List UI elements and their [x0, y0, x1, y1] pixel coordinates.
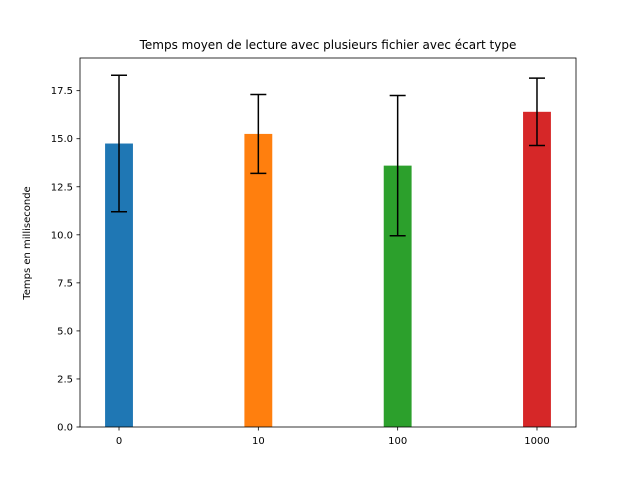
y-tick-label-0.0: 0.0 [57, 423, 73, 434]
chart-title: Temps moyen de lecture avec plusieurs fi… [139, 38, 517, 52]
bar-1000 [523, 111, 551, 427]
y-tick-label-2.5: 2.5 [57, 374, 73, 385]
x-tick-label-1000: 1000 [524, 436, 549, 447]
errorbars-layer [111, 74, 545, 237]
y-axis-label: Temps en milliseconde [22, 186, 33, 300]
x-axis: 0 10 100 1000 [116, 427, 550, 447]
bar-10 [244, 133, 273, 427]
x-tick-label-100: 100 [388, 436, 407, 447]
x-tick-label-0: 0 [116, 436, 122, 447]
y-tick-label-15.0: 15.0 [51, 134, 73, 145]
y-axis: 0.0 2.5 5.0 7.5 10.0 12.5 15.0 17.5 [51, 86, 80, 434]
y-tick-label-5.0: 5.0 [57, 326, 73, 337]
y-tick-label-17.5: 17.5 [51, 86, 73, 97]
x-tick-label-10: 10 [252, 436, 265, 447]
plot-frame [79, 57, 577, 428]
y-tick-label-12.5: 12.5 [51, 182, 73, 193]
y-tick-label-10.0: 10.0 [51, 230, 73, 241]
y-tick-label-7.5: 7.5 [57, 278, 73, 289]
